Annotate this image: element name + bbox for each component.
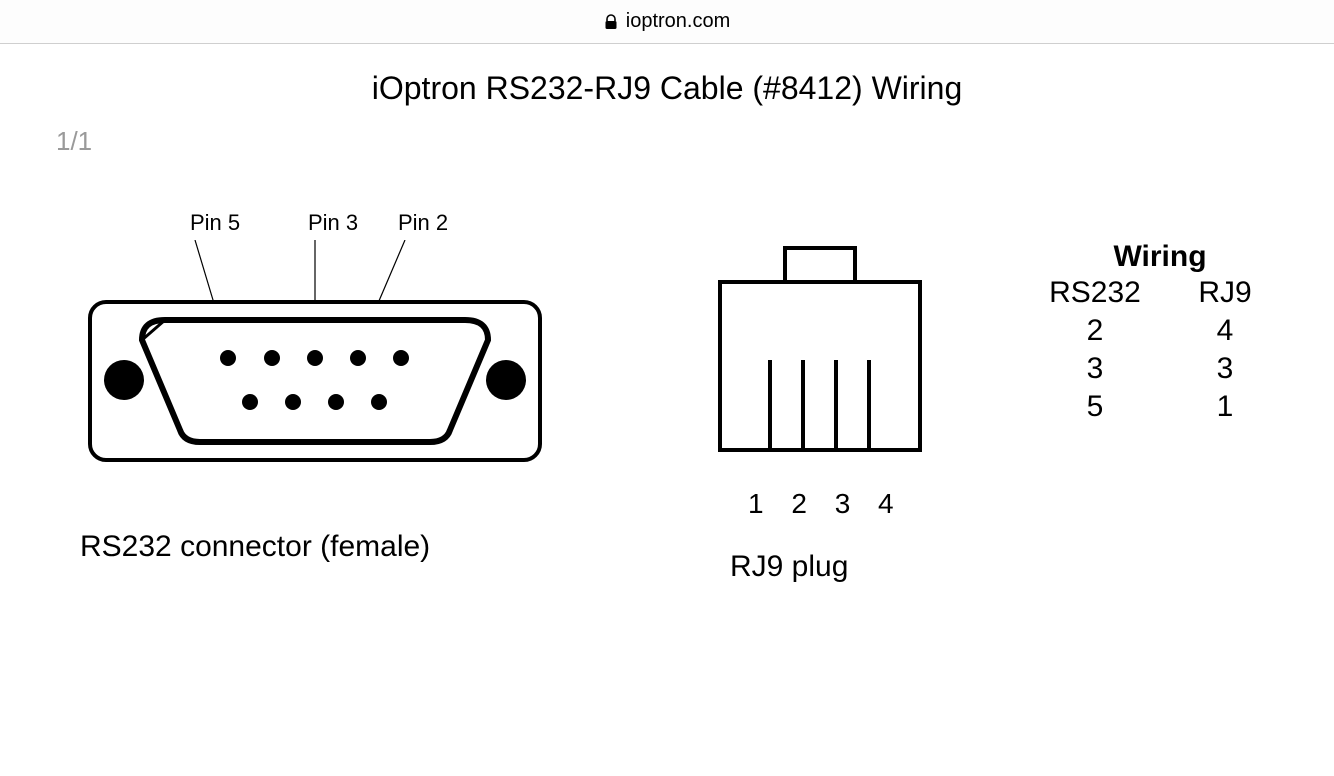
page-counter: 1/1 [56, 126, 92, 157]
cell: 2 [1030, 312, 1160, 350]
rj9-plug-icon [700, 240, 930, 470]
rj9-pin-numbers: 1 2 3 4 [748, 488, 1000, 520]
cell: 3 [1030, 350, 1160, 388]
rj9-caption: RJ9 plug [730, 550, 1000, 584]
cell: 1 [1160, 388, 1290, 426]
rj9-section: 1 2 3 4 RJ9 plug [700, 210, 1000, 584]
wiring-table-section: Wiring RS232 RJ9 2 4 3 3 5 1 [1030, 210, 1290, 584]
table-row: 3 3 [1030, 350, 1290, 388]
col-header-rj9: RJ9 [1160, 274, 1290, 312]
pin5-label: Pin 5 [190, 210, 240, 236]
wiring-title: Wiring [1030, 240, 1290, 274]
content-row: Pin 5 Pin 3 Pin 2 [0, 210, 1334, 584]
pin2-label: Pin 2 [398, 210, 448, 236]
pin3-label: Pin 3 [308, 210, 358, 236]
table-row: 2 4 [1030, 312, 1290, 350]
cell: 4 [1160, 312, 1290, 350]
document-page: 1/1 iOptron RS232-RJ9 Cable (#8412) Wiri… [0, 70, 1334, 776]
rs232-pin-labels: Pin 5 Pin 3 Pin 2 [80, 210, 640, 240]
col-header-rs232: RS232 [1030, 274, 1160, 312]
page-title: iOptron RS232-RJ9 Cable (#8412) Wiring [0, 70, 1334, 107]
rs232-caption: RS232 connector (female) [80, 530, 640, 564]
lock-icon [604, 14, 618, 30]
browser-domain: ioptron.com [626, 10, 731, 33]
table-header-row: RS232 RJ9 [1030, 274, 1290, 312]
cell: 5 [1030, 388, 1160, 426]
rs232-connector-icon [80, 240, 550, 500]
table-row: 5 1 [1030, 388, 1290, 426]
cell: 3 [1160, 350, 1290, 388]
wiring-table: RS232 RJ9 2 4 3 3 5 1 [1030, 274, 1290, 426]
browser-address-bar: ioptron.com [0, 0, 1334, 44]
rs232-section: Pin 5 Pin 3 Pin 2 [80, 210, 640, 584]
